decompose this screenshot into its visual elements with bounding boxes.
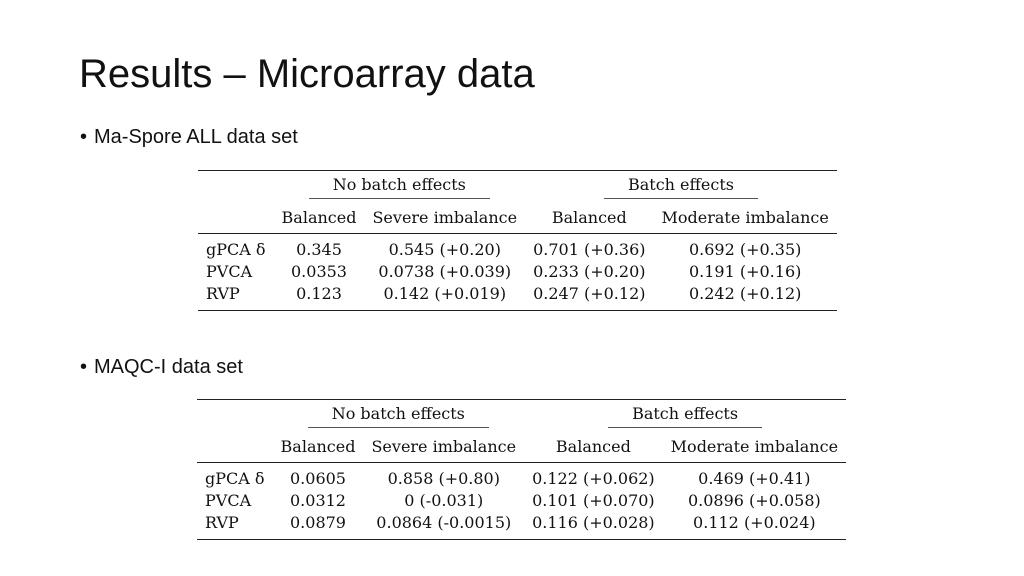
table-cell: 0.858 (+0.80) [387, 468, 500, 488]
table-cell: 0.123 [273, 282, 365, 311]
group-header: Batch effects [524, 399, 847, 431]
column-header: Severe imbalance [364, 202, 526, 234]
slide-title: Results – Microarray data [79, 52, 535, 96]
table-cell: 0.101 (+0.070) [532, 490, 655, 510]
bullet-dot-icon: • [80, 126, 88, 148]
column-header: Moderate imbalance [662, 431, 847, 463]
row-label: PVCA [205, 490, 252, 510]
bullet-text: MAQC-I data set [94, 356, 243, 378]
group-header-label: Batch effects [603, 175, 758, 199]
table-row: gPCA δ 0.345 0.545 (+0.20) 0.701 (+0.36)… [198, 234, 837, 261]
table-cell: 0.191 (+0.16) [688, 261, 802, 281]
table-cell: 0.345 [296, 239, 342, 259]
row-label: RVP [198, 282, 274, 311]
column-header: Balanced [525, 202, 654, 234]
column-header: Balanced [273, 202, 365, 234]
bullet-dot-icon: • [80, 356, 88, 378]
row-label: PVCA [206, 261, 253, 281]
table-row: PVCA 0.0312 0 (-0.031) 0.101 (+0.070) 0.… [197, 489, 846, 511]
row-label: gPCA δ [206, 239, 266, 259]
table-cell: 0.122 (+0.062) [532, 468, 655, 488]
table-cell: 0.469 (+0.41) [698, 468, 811, 488]
group-header: Batch effects [525, 170, 837, 202]
row-label: gPCA δ [205, 468, 265, 488]
column-header: Moderate imbalance [653, 202, 837, 234]
table-cell: 0.233 (+0.20) [533, 261, 646, 281]
column-header: Balanced [272, 431, 364, 463]
table-corner [197, 399, 273, 431]
table-cell: 0.242 (+0.12) [653, 282, 837, 311]
table-cell: 0.0605 [290, 468, 346, 488]
row-label: RVP [197, 511, 273, 540]
group-header-label: Batch effects [608, 404, 763, 428]
table-corner [197, 431, 273, 463]
table-corner [198, 170, 274, 202]
column-header: Balanced [524, 431, 663, 463]
bullet-item: • MAQC-I data set [80, 355, 243, 379]
group-header-label: No batch effects [308, 175, 490, 199]
bullet-text: Ma-Spore ALL data set [94, 126, 298, 148]
column-header: Severe imbalance [363, 431, 525, 463]
table-cell: 0 (-0.031) [404, 490, 484, 510]
group-header: No batch effects [272, 399, 525, 431]
table-cell: 0.0864 (-0.0015) [363, 511, 525, 540]
bullet-item: • Ma-Spore ALL data set [80, 125, 298, 149]
table-cell: 0.545 (+0.20) [388, 239, 501, 259]
table-corner [198, 202, 274, 234]
table-cell: 0.692 (+0.35) [688, 239, 802, 259]
table-cell: 0.0879 [272, 511, 364, 540]
group-header: No batch effects [273, 170, 526, 202]
table-cell: 0.116 (+0.028) [524, 511, 663, 540]
table-row: RVP 0.123 0.142 (+0.019) 0.247 (+0.12) 0… [198, 282, 837, 311]
table-cell: 0.112 (+0.024) [662, 511, 847, 540]
table-cell: 0.142 (+0.019) [364, 282, 526, 311]
table-cell: 0.0353 [291, 261, 347, 281]
group-header-label: No batch effects [307, 404, 489, 428]
results-table-maqc: No batch effects Batch effects Balanced … [197, 399, 847, 540]
table-cell: 0.247 (+0.12) [525, 282, 654, 311]
table-cell: 0.0738 (+0.039) [378, 261, 512, 281]
table-row: RVP 0.0879 0.0864 (-0.0015) 0.116 (+0.02… [197, 511, 847, 540]
table-row: PVCA 0.0353 0.0738 (+0.039) 0.233 (+0.20… [198, 260, 837, 282]
table-row: gPCA δ 0.0605 0.858 (+0.80) 0.122 (+0.06… [197, 463, 846, 490]
table-cell: 0.701 (+0.36) [533, 239, 646, 259]
table-cell: 0.0312 [290, 490, 346, 510]
results-table-ma-spore: No batch effects Batch effects Balanced … [198, 170, 837, 311]
table-cell: 0.0896 (+0.058) [687, 490, 821, 510]
